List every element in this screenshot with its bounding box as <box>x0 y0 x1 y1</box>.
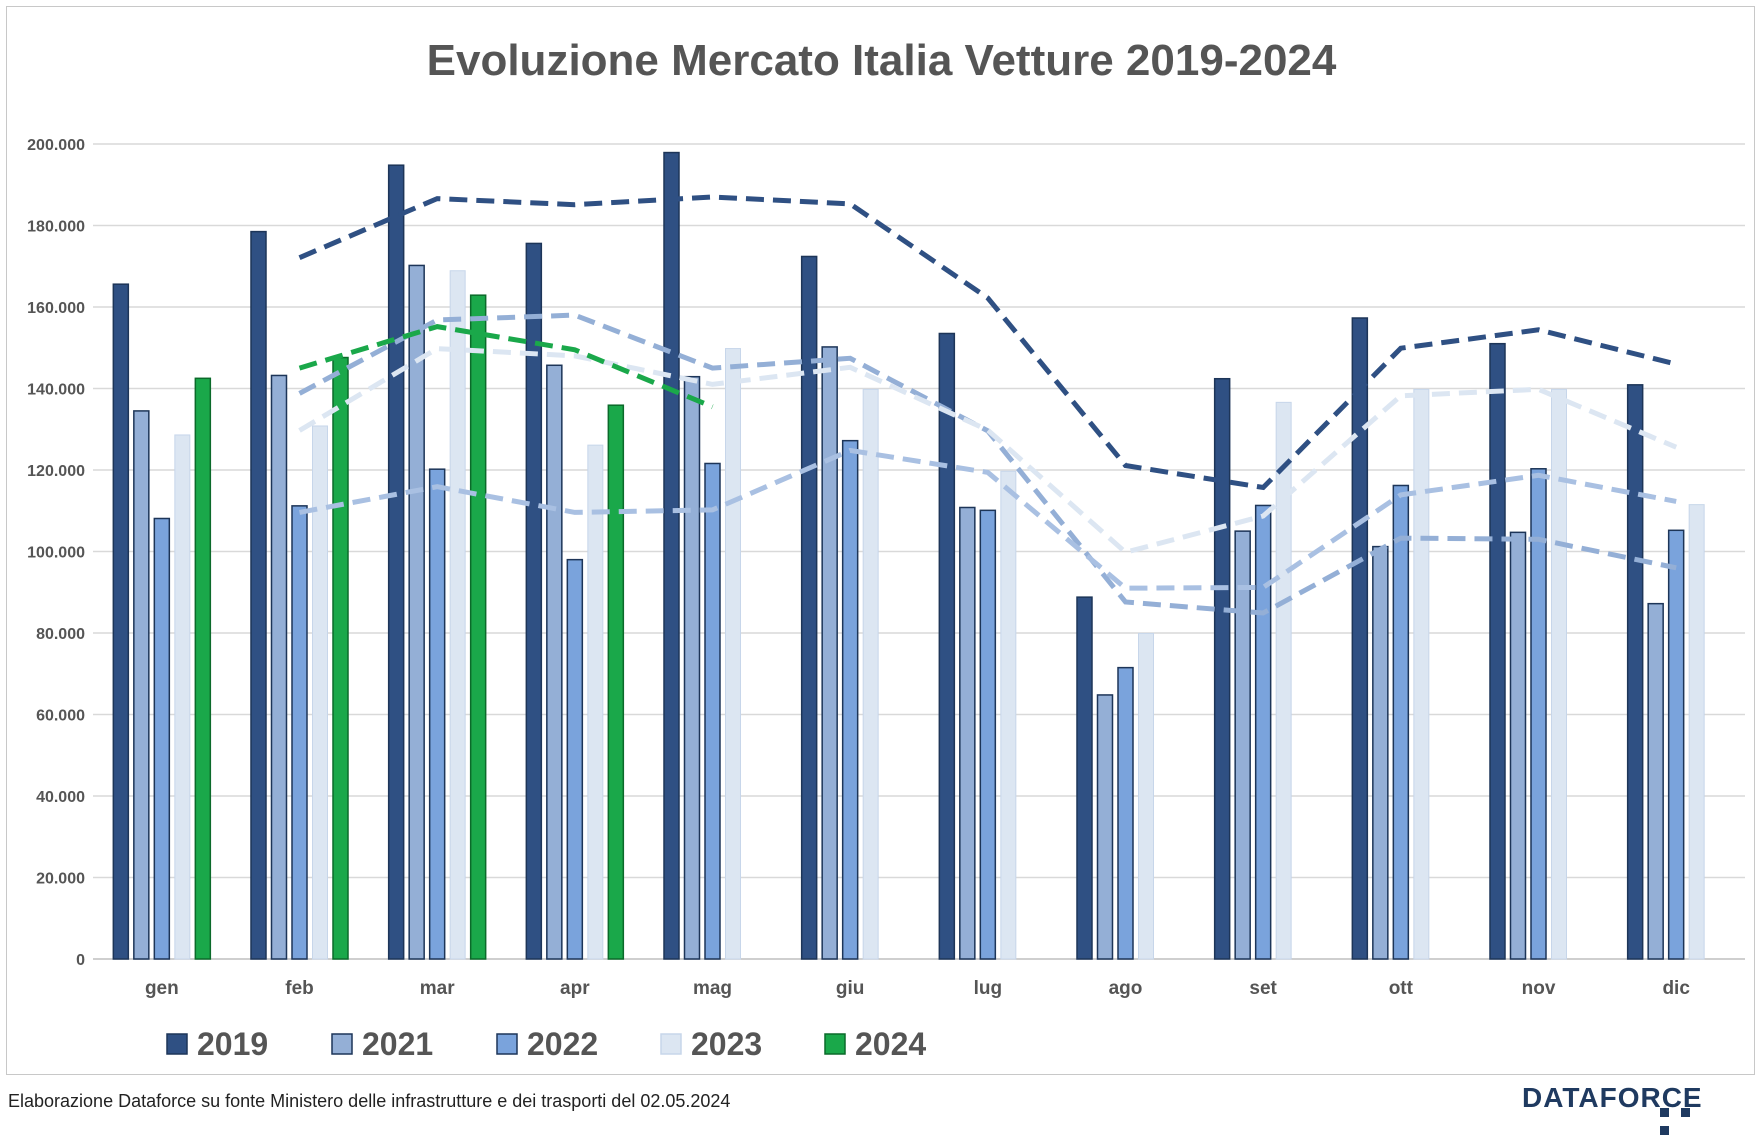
bar-2022-dic <box>1667 529 1685 960</box>
bar-2023-giu <box>862 388 879 960</box>
bar-2022-mag <box>704 462 721 960</box>
x-tick-label: gen <box>145 978 179 999</box>
bar-2024-feb <box>332 356 349 960</box>
y-tick-label: 180.000 <box>27 219 85 236</box>
chart-title: Evoluzione Mercato Italia Vetture 2019-2… <box>426 36 1337 85</box>
bar-2023-mar <box>449 270 466 960</box>
bar-2023-gen <box>174 434 191 960</box>
x-tick-label: set <box>1249 978 1277 999</box>
bar-2021-apr <box>546 364 563 960</box>
bar-2019-gen <box>112 283 130 960</box>
bar-2023-nov <box>1551 388 1567 960</box>
y-tick-label: 80.000 <box>36 626 85 643</box>
bar-2019-dic <box>1626 384 1644 960</box>
x-tick-label: ago <box>1109 978 1143 999</box>
legend-swatch-2022 <box>496 1033 518 1055</box>
bar-2021-ago <box>1096 694 1114 960</box>
bar-2023-ott <box>1413 388 1430 960</box>
bar-2019-giu <box>800 255 818 960</box>
bar-2021-set <box>1234 530 1251 960</box>
y-tick-label: 100.000 <box>27 545 85 562</box>
y-tick-label: 20.000 <box>36 871 85 888</box>
legend-swatch-2024 <box>824 1033 846 1055</box>
source-note: Elaborazione Dataforce su fonte Minister… <box>8 1091 731 1111</box>
legend-label: 2022 <box>527 1026 598 1062</box>
bar-2019-ago <box>1076 596 1093 960</box>
legend-label: 2024 <box>855 1026 926 1062</box>
legend-swatch-2021 <box>331 1033 353 1055</box>
y-tick-label: 0 <box>76 952 85 969</box>
bar-2019-ott <box>1351 317 1369 960</box>
y-tick-label: 140.000 <box>27 382 85 399</box>
bar-2019-nov <box>1489 342 1506 960</box>
bar-2019-feb <box>250 230 267 960</box>
bar-2022-feb <box>291 505 308 960</box>
bar-2022-mar <box>428 468 446 960</box>
trendline-2019 <box>298 194 1677 491</box>
chart-plot: 0 20.000 40.000 60.000 80.000 100.000 120.000 1… <box>27 137 1745 1062</box>
bar-2023-dic <box>1688 504 1705 960</box>
trendline-2022 <box>299 447 1677 591</box>
bar-2021-nov <box>1509 531 1527 960</box>
bar-2019-mar <box>387 164 405 960</box>
bar-2022-ott <box>1392 484 1410 960</box>
x-tick-label: feb <box>285 978 314 999</box>
bar-2022-nov <box>1530 468 1547 960</box>
brand-logo: DATAFORCE <box>1522 1082 1703 1113</box>
bar-2019-set <box>1213 377 1231 960</box>
bar-2021-gen <box>133 410 150 960</box>
bar-2024-apr <box>607 404 625 960</box>
x-tick-label: ott <box>1389 978 1414 999</box>
trendline-2024 <box>298 324 714 410</box>
bar-2024-mar <box>469 294 487 960</box>
bar-2022-gen <box>153 517 171 960</box>
trendline-2023 <box>298 346 1678 556</box>
x-tick-label: dic <box>1662 978 1690 999</box>
bar-2021-feb <box>270 374 288 960</box>
bar-2024-gen <box>194 377 212 960</box>
legend-swatch-2023 <box>660 1033 682 1055</box>
bar-2021-dic <box>1647 602 1664 960</box>
bar-2023-lug <box>1000 470 1017 960</box>
bar-2021-lug <box>959 506 976 960</box>
bar-2022-apr <box>566 558 584 960</box>
bar-2023-mag <box>725 348 741 960</box>
x-tick-label: apr <box>560 978 590 999</box>
y-tick-label: 40.000 <box>36 789 85 806</box>
legend-label: 2023 <box>691 1026 762 1062</box>
bar-2021-ott <box>1372 545 1389 960</box>
bar-2021-mar <box>408 264 425 960</box>
bar-2019-apr <box>525 242 543 960</box>
bar-2022-giu <box>841 439 859 960</box>
bar-2021-giu <box>821 346 838 960</box>
legend-label: 2021 <box>362 1026 433 1062</box>
bar-2019-mag <box>663 151 680 960</box>
x-tick-label: nov <box>1522 978 1556 999</box>
bar-2021-mag <box>683 375 701 960</box>
brand-logo-dots <box>1660 1104 1720 1135</box>
bar-2019-lug <box>938 332 956 960</box>
x-tick-label: lug <box>974 978 1003 999</box>
y-tick-label: 60.000 <box>36 708 85 725</box>
bar-2023-feb <box>312 425 328 960</box>
legend-label: 2019 <box>197 1026 268 1062</box>
bar-2023-set <box>1275 401 1292 960</box>
y-tick-label: 120.000 <box>27 463 85 480</box>
y-tick-label: 200.000 <box>27 137 85 154</box>
bar-2022-lug <box>979 509 997 960</box>
x-tick-label: mar <box>420 978 455 999</box>
y-tick-label: 160.000 <box>27 300 85 317</box>
bar-2022-ago <box>1117 666 1134 960</box>
x-tick-label: giu <box>836 978 865 999</box>
bar-2023-apr <box>587 444 604 960</box>
bar-2022-set <box>1254 504 1272 960</box>
legend-swatch-2019 <box>166 1033 188 1055</box>
bar-2023-ago <box>1138 632 1154 960</box>
chart-frame <box>6 6 1755 1075</box>
x-tick-label: mag <box>693 978 732 999</box>
